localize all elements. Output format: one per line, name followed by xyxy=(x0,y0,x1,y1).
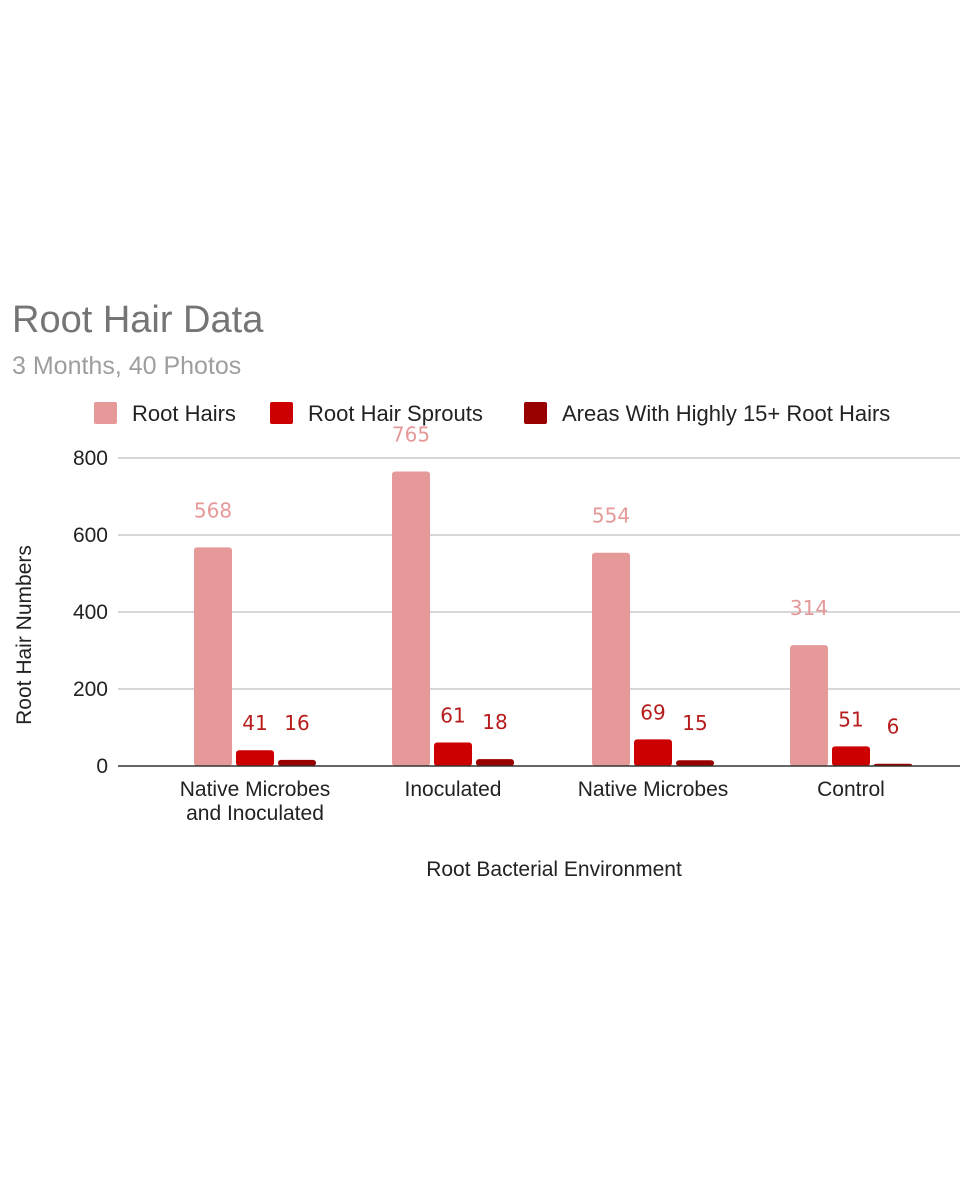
data-label: 51 xyxy=(838,707,863,731)
x-category-label-line: Inoculated xyxy=(405,778,502,801)
x-category-label-line: Native Microbes xyxy=(578,778,729,801)
y-tick-label: 600 xyxy=(73,524,108,547)
y-tick-label: 800 xyxy=(73,447,108,470)
x-category-label: Native Microbes xyxy=(578,778,729,801)
data-label: 18 xyxy=(482,710,507,734)
legend-swatch xyxy=(270,402,293,424)
bar xyxy=(278,759,316,766)
data-label: 765 xyxy=(392,422,430,446)
data-label: 314 xyxy=(790,596,828,620)
x-category-label: Control xyxy=(817,778,885,801)
bar xyxy=(236,750,274,766)
y-axis-title: Root Hair Numbers xyxy=(13,545,36,725)
bar xyxy=(676,760,714,766)
data-label: 69 xyxy=(640,700,665,724)
y-tick-label: 200 xyxy=(73,678,108,701)
legend-swatch xyxy=(524,402,547,424)
chart-subtitle: 3 Months, 40 Photos xyxy=(12,352,241,380)
x-axis-title: Root Bacterial Environment xyxy=(426,858,682,881)
data-label: 6 xyxy=(887,715,900,739)
data-label: 15 xyxy=(682,711,707,735)
data-label: 568 xyxy=(194,498,232,522)
legend: Root Hairs Root Hair Sprouts Areas With Hi… xyxy=(94,401,890,426)
bar xyxy=(634,739,672,766)
bars xyxy=(194,471,912,766)
x-category-label: Inoculated xyxy=(405,778,502,801)
data-label: 41 xyxy=(242,711,267,735)
data-labels: 568 41 16 765 61 18 554 69 15 314 51 6 xyxy=(194,422,899,738)
bar xyxy=(832,746,870,766)
x-category-label-line: Control xyxy=(817,778,885,801)
bar xyxy=(790,645,828,766)
legend-label: Root Hair Sprouts xyxy=(308,401,483,426)
y-tick-label: 400 xyxy=(73,601,108,624)
gridlines xyxy=(118,457,960,690)
data-label: 554 xyxy=(592,504,630,528)
bar xyxy=(592,552,630,766)
legend-label: Root Hairs xyxy=(132,401,236,426)
data-label: 61 xyxy=(440,704,465,728)
chart-title: Root Hair Data xyxy=(12,299,264,341)
bar xyxy=(194,547,232,766)
x-category-label: Native Microbes and Inoculated xyxy=(180,778,331,825)
y-axis-ticks: 0 200 400 600 800 xyxy=(73,447,108,778)
x-category-label-line: Native Microbes xyxy=(180,778,331,801)
y-tick-label: 0 xyxy=(96,755,108,778)
legend-swatch xyxy=(94,402,117,424)
bar xyxy=(476,759,514,766)
legend-label: Areas With Highly 15+ Root Hairs xyxy=(562,401,890,426)
x-category-label-line: and Inoculated xyxy=(186,802,324,825)
bar xyxy=(434,742,472,766)
bar xyxy=(392,471,430,766)
data-label: 16 xyxy=(284,711,309,735)
